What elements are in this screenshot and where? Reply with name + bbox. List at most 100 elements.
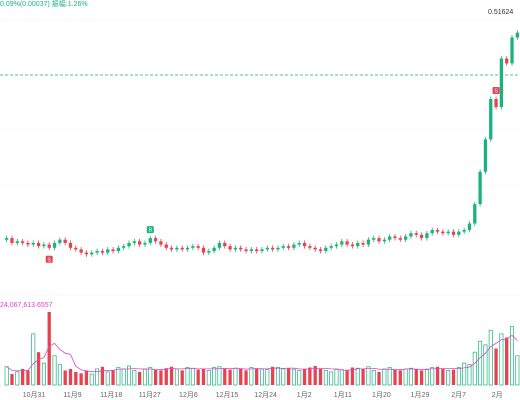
volume-bar xyxy=(488,329,493,386)
candle-up xyxy=(467,223,472,230)
candle-up xyxy=(122,246,126,248)
candle-down xyxy=(270,247,275,250)
candle-up xyxy=(233,247,238,250)
candle-down xyxy=(419,234,424,239)
volume-bars xyxy=(4,312,520,386)
volume-bar xyxy=(382,368,387,386)
volume-bar xyxy=(366,366,371,386)
candle-down xyxy=(377,238,381,242)
x-tick-label: 1月2 xyxy=(297,391,312,399)
candle-up xyxy=(42,244,46,247)
candle-down xyxy=(63,239,67,243)
volume-bar xyxy=(47,312,51,385)
volume-bar xyxy=(74,371,78,385)
candle-down xyxy=(505,58,509,64)
candle-down xyxy=(138,241,142,245)
candle-up xyxy=(106,249,110,253)
candle-up xyxy=(249,249,254,252)
candle-up xyxy=(276,247,280,250)
candle-down xyxy=(79,249,83,253)
current-price-label: 0.51624 xyxy=(488,9,514,16)
volume-bar xyxy=(249,367,254,386)
volume-bar xyxy=(456,367,461,386)
candle-down xyxy=(313,247,317,250)
change-text: 0.09%(0.00037) xyxy=(0,1,50,8)
candle-down xyxy=(345,241,349,245)
candle-down xyxy=(350,244,355,247)
volume-bar xyxy=(63,370,67,385)
x-tick-label: 12月6 xyxy=(179,391,198,399)
volume-bar xyxy=(196,369,200,385)
candle-up xyxy=(90,252,94,255)
volume-bar xyxy=(244,370,248,385)
candle-down xyxy=(68,242,73,248)
volume-bar xyxy=(371,370,376,386)
volume-bar xyxy=(339,369,344,386)
volume-bar xyxy=(483,344,488,386)
candle-up xyxy=(207,251,211,253)
candle-down xyxy=(20,241,25,243)
candle-up xyxy=(483,139,488,172)
volume-bar xyxy=(430,367,435,386)
candle-down xyxy=(164,244,168,248)
candle-up xyxy=(260,249,264,252)
volume-bar xyxy=(190,367,195,386)
candle-up xyxy=(217,242,222,248)
candle-up xyxy=(292,244,296,248)
candle-down xyxy=(201,247,206,253)
volume-bar xyxy=(228,369,232,385)
volume-bar xyxy=(206,370,211,386)
candle-down xyxy=(111,249,115,252)
candle-down xyxy=(318,249,323,252)
volume-bar xyxy=(462,362,467,386)
candle-up xyxy=(95,251,99,253)
volume-bar xyxy=(424,369,429,386)
volume-bar xyxy=(217,366,222,386)
volume-bar xyxy=(297,370,302,386)
x-axis-labels: 10月31 11月9 11月18 11月27 12月6 12月15 12月24 1月2 1月11… xyxy=(23,391,503,399)
volume-bar xyxy=(387,367,392,386)
volume-bar xyxy=(95,368,100,386)
volume-bar xyxy=(52,355,57,386)
candle-up xyxy=(388,236,392,240)
candle-down xyxy=(308,246,312,248)
volume-bar xyxy=(239,368,243,385)
volume-bar xyxy=(478,340,483,386)
candle-down xyxy=(169,247,174,250)
volume-bar xyxy=(414,368,418,385)
candle-up xyxy=(489,98,493,140)
volume-bar xyxy=(318,368,323,385)
volume-bar xyxy=(275,367,280,386)
volume-bar xyxy=(334,368,339,386)
volume-bar xyxy=(419,370,424,385)
candle-down xyxy=(494,98,498,108)
x-tick-label: 1月29 xyxy=(411,391,430,399)
candle-down xyxy=(441,231,445,234)
volume-bar xyxy=(79,373,83,385)
volume-bar xyxy=(398,370,402,385)
amplitude-text: 振幅:1.26% xyxy=(51,1,88,8)
volume-bar xyxy=(467,364,472,386)
candle-up xyxy=(510,37,514,64)
volume-bar xyxy=(138,371,142,385)
candle-down xyxy=(223,242,227,247)
volume-bar xyxy=(174,368,179,386)
volume-bar xyxy=(121,368,126,386)
volume-bar xyxy=(20,368,25,385)
candle-down xyxy=(180,247,184,250)
candle-down xyxy=(239,247,243,250)
x-tick-label: 11月9 xyxy=(64,391,82,399)
x-tick-label: 12月15 xyxy=(216,391,239,399)
volume-bar xyxy=(142,368,147,386)
volume-bar xyxy=(441,368,445,385)
volume-bar xyxy=(345,370,349,385)
candle-down xyxy=(74,247,78,250)
candle-down xyxy=(393,236,397,239)
candle-up xyxy=(175,247,179,250)
volume-bar xyxy=(116,367,121,386)
volume-bar xyxy=(291,369,296,386)
candle-up xyxy=(127,242,131,247)
candle-down xyxy=(26,242,30,245)
volume-bar xyxy=(323,370,328,386)
volume-bar xyxy=(499,333,504,386)
